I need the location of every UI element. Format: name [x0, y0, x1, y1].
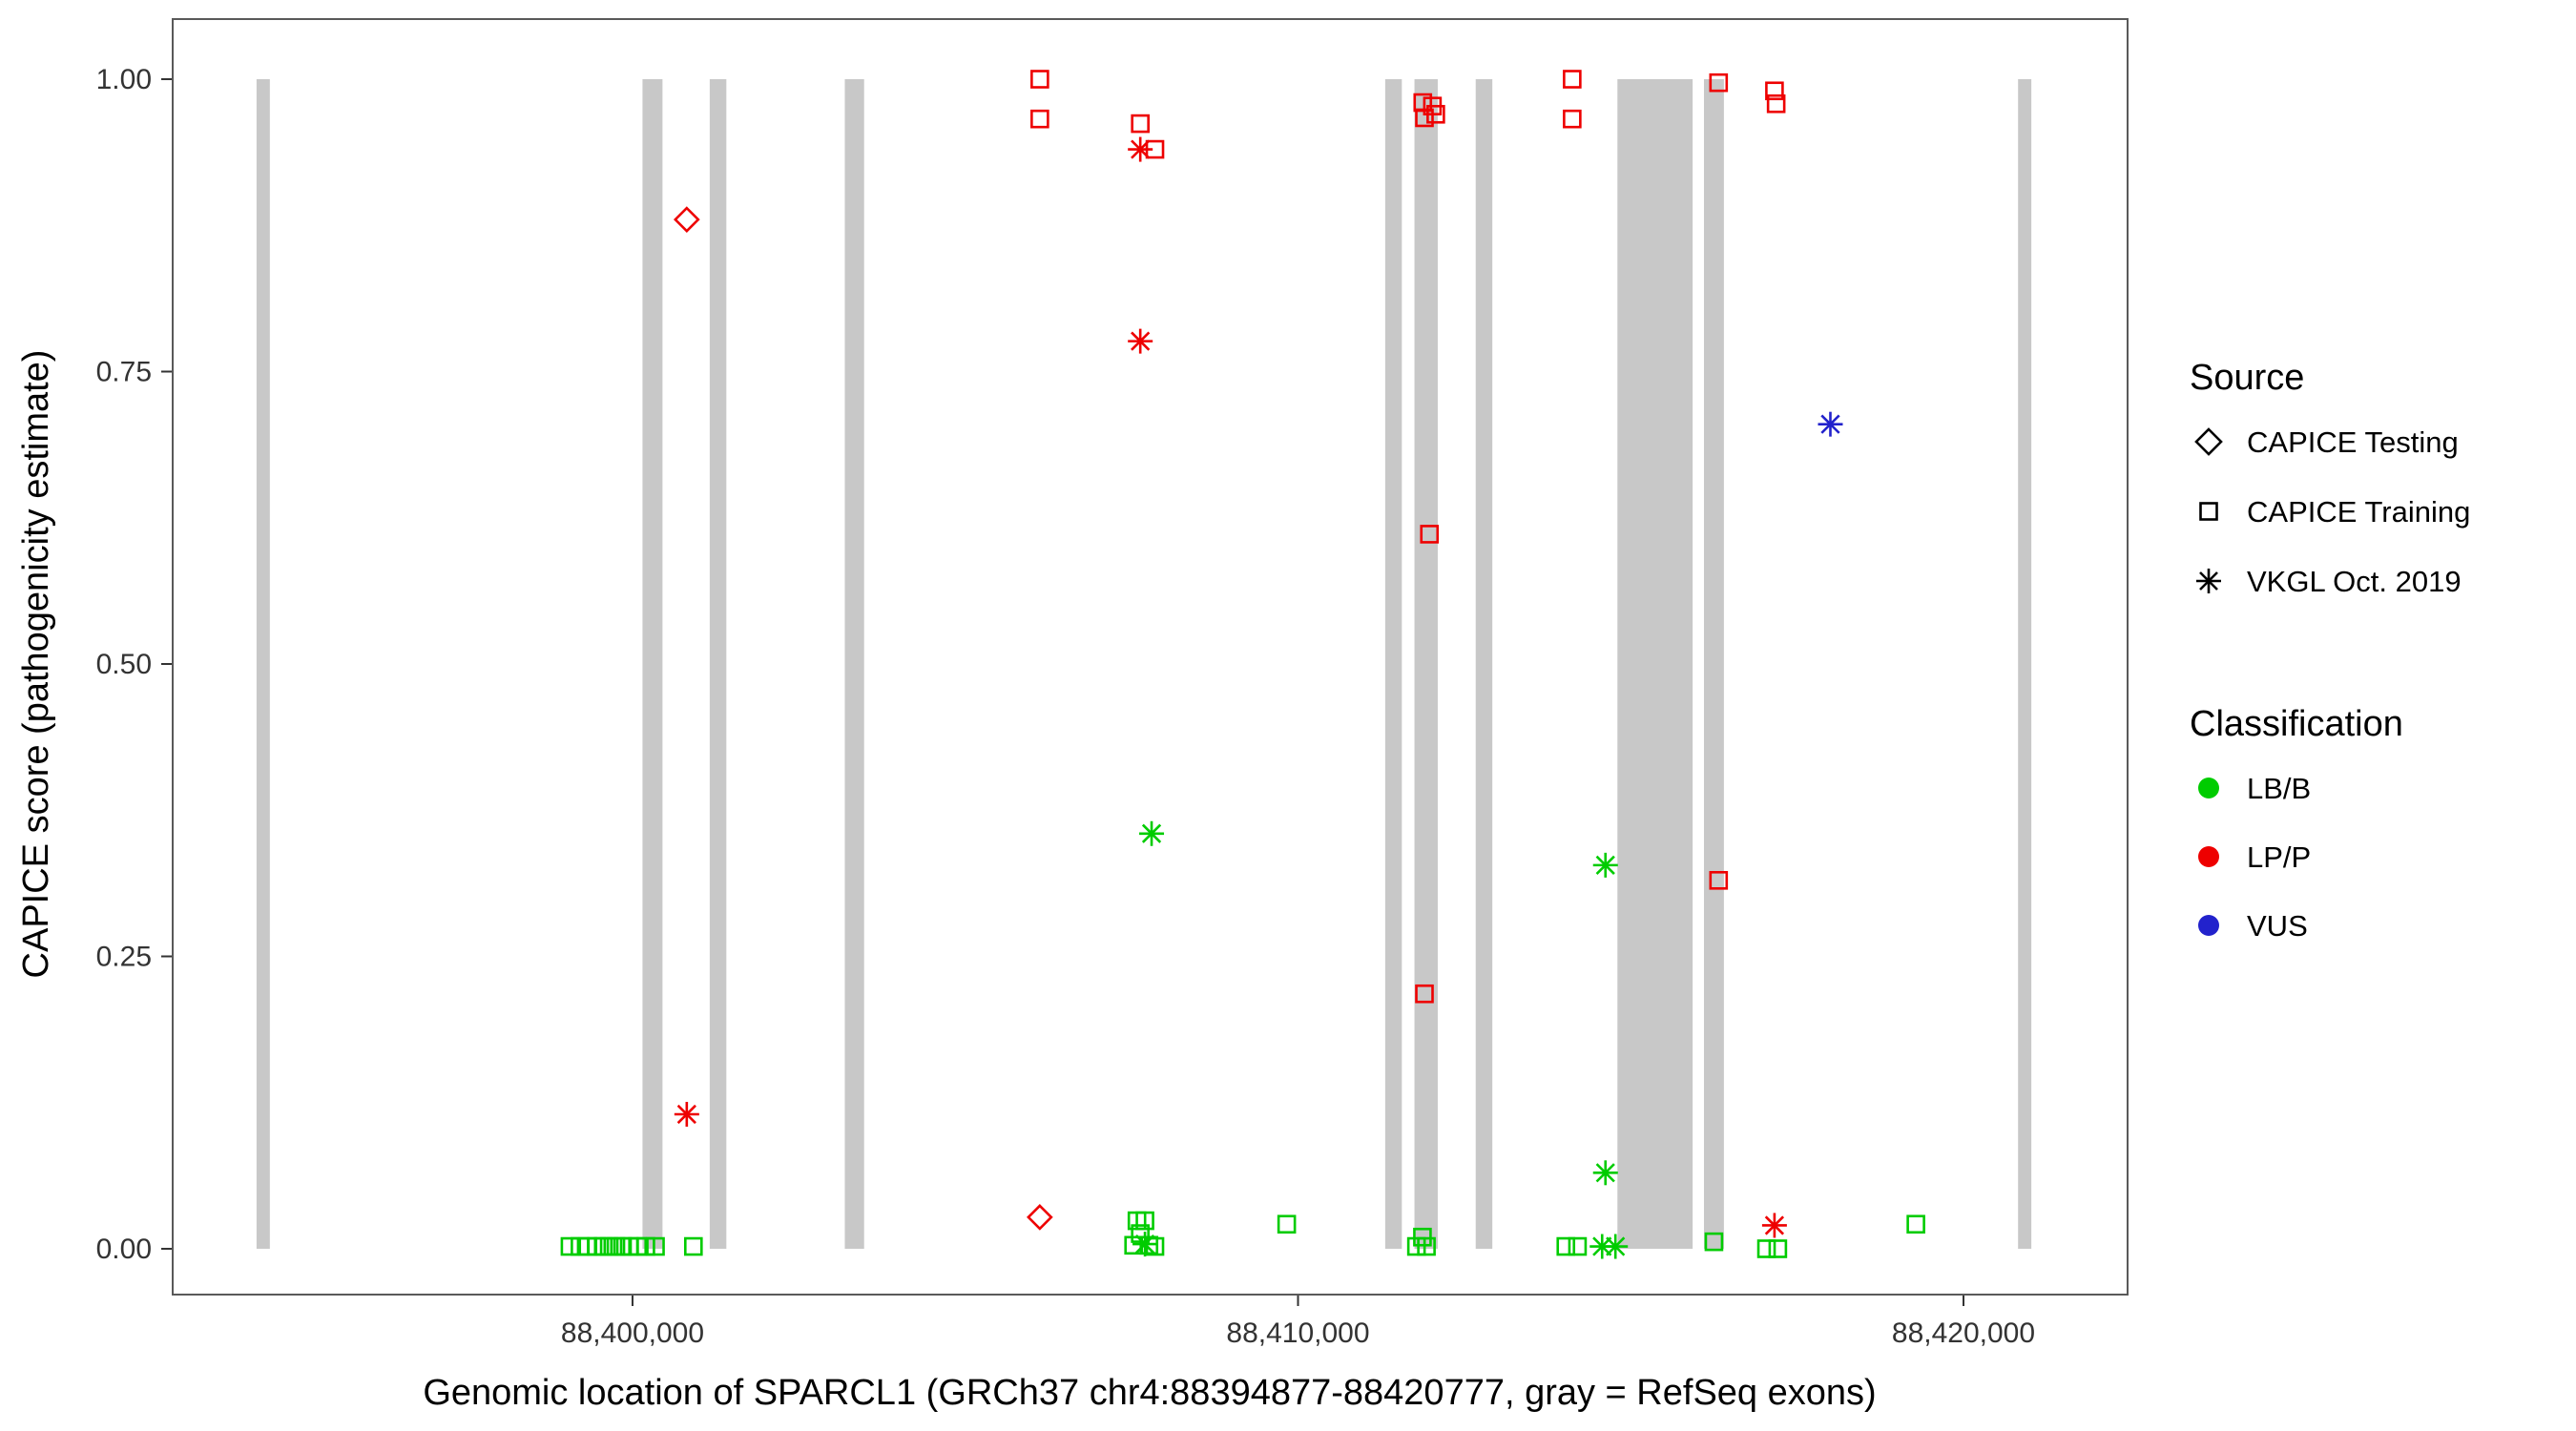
data-points — [560, 70, 1925, 1259]
point-square — [1766, 93, 1786, 114]
exon-rect — [1703, 79, 1724, 1249]
point-square — [1415, 984, 1434, 1004]
point-square — [684, 1236, 703, 1256]
point-square — [646, 1236, 665, 1256]
vus-color-dot-icon — [2198, 915, 2219, 936]
axes: 88,400,000 88,410,000 88,420,000 0.00 0.25 0.… — [96, 64, 2035, 1349]
point-square — [1415, 108, 1434, 128]
asterisk-icon — [2196, 569, 2221, 593]
y-tick-label: 1.00 — [96, 64, 152, 95]
point-square — [1563, 109, 1582, 129]
exon-rect — [1475, 79, 1493, 1249]
x-axis-title: Genomic location of SPARCL1 (GRCh37 chr4… — [423, 1373, 1876, 1413]
x-tick-label: 88,400,000 — [561, 1317, 704, 1349]
point-square — [1709, 871, 1729, 890]
point-square — [636, 1236, 655, 1256]
point-square — [1277, 1214, 1297, 1234]
point-asterisk — [1139, 820, 1165, 846]
exon-rect — [256, 79, 270, 1249]
point-square — [1709, 73, 1729, 93]
exon-bars — [256, 79, 2032, 1249]
exon-rect — [1414, 79, 1438, 1249]
exon-rect — [2018, 79, 2032, 1249]
lpp-color-dot-icon — [2198, 846, 2219, 867]
y-tick-label: 0.25 — [96, 942, 152, 973]
y-tick-label: 0.50 — [96, 649, 152, 680]
legend-item-capice-training: CAPICE Training — [2247, 495, 2470, 529]
legend-item-lbb: LB/B — [2247, 772, 2311, 805]
point-asterisk — [1592, 852, 1618, 878]
y-tick-label: 0.75 — [96, 357, 152, 388]
point-square — [1131, 114, 1150, 134]
legend-source-title: Source — [2190, 358, 2304, 398]
legend-item-capice-testing: CAPICE Testing — [2247, 425, 2459, 459]
point-square — [1417, 1236, 1436, 1256]
point-square — [1768, 1239, 1788, 1258]
y-tick-label: 0.00 — [96, 1234, 152, 1265]
point-asterisk — [1603, 1234, 1629, 1259]
point-asterisk — [1128, 328, 1153, 354]
point-square — [1765, 81, 1784, 101]
point-square — [1756, 1239, 1776, 1258]
point-square — [1406, 1236, 1426, 1256]
point-asterisk — [674, 1102, 699, 1128]
x-tick-label: 88,410,000 — [1226, 1317, 1369, 1349]
point-square — [1556, 1236, 1576, 1256]
point-square — [1704, 1232, 1724, 1252]
point-square — [1568, 1236, 1588, 1256]
square-icon — [2199, 502, 2218, 521]
legend-item-vus: VUS — [2247, 909, 2308, 943]
y-axis-title: CAPICE score (pathogenicity estimate) — [16, 350, 56, 979]
point-asterisk — [1128, 136, 1153, 162]
point-asterisk — [1761, 1213, 1787, 1238]
point-square — [1563, 70, 1582, 89]
exon-rect — [844, 79, 864, 1249]
legend-item-vkgl: VKGL Oct. 2019 — [2247, 565, 2462, 598]
diamond-icon — [2194, 427, 2223, 456]
x-tick-label: 88,420,000 — [1892, 1317, 2035, 1349]
point-asterisk — [1592, 1160, 1618, 1186]
panel-border — [172, 18, 2129, 1296]
point-square — [1030, 70, 1049, 89]
point-diamond — [1027, 1204, 1053, 1231]
point-asterisk — [1818, 411, 1843, 437]
point-square — [1906, 1214, 1925, 1234]
exon-rect — [709, 79, 727, 1249]
point-diamond — [673, 206, 700, 233]
point-square — [1030, 109, 1049, 129]
exon-rect — [642, 79, 663, 1249]
point-square — [1413, 1227, 1432, 1247]
point-square — [1145, 1236, 1165, 1256]
legend-classification-title: Classification — [2190, 704, 2403, 744]
point-square — [1426, 104, 1445, 124]
lbb-color-dot-icon — [2198, 778, 2219, 798]
legend-item-lpp: LP/P — [2247, 840, 2311, 874]
point-square — [1135, 1211, 1154, 1231]
point-square — [1420, 525, 1440, 544]
exon-rect — [1617, 79, 1693, 1249]
point-square — [560, 1236, 580, 1256]
exon-rect — [1384, 79, 1402, 1249]
